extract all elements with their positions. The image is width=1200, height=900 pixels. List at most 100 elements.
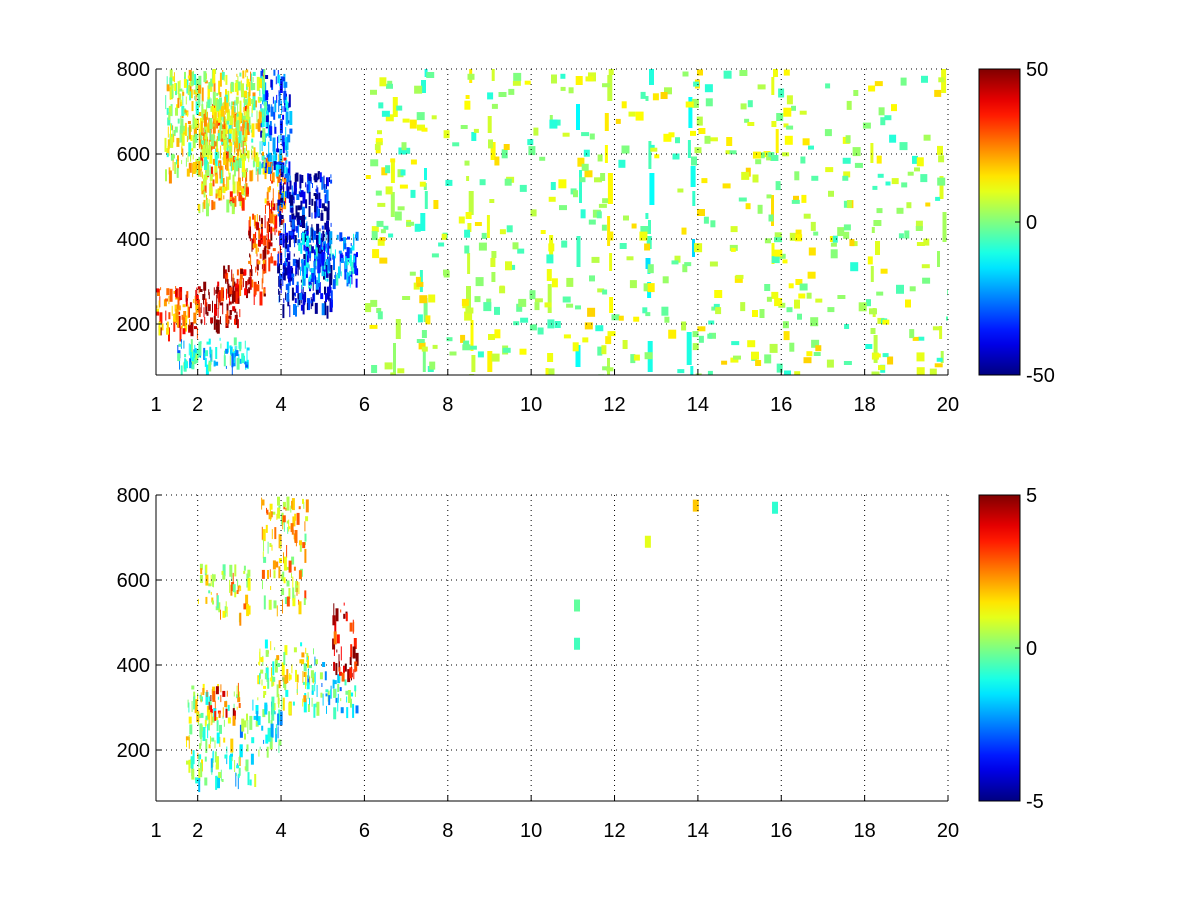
heatmap-cell (330, 685, 332, 699)
heatmap-cell (311, 685, 314, 695)
heatmap-cell (199, 289, 203, 292)
heatmap-cell (222, 574, 226, 580)
heatmap-cell (321, 209, 323, 214)
heatmap-cell (502, 347, 511, 353)
heatmap-cell (243, 570, 246, 574)
heatmap-cell (326, 243, 327, 253)
heatmap-cell (477, 351, 484, 358)
heatmap-cell (329, 273, 333, 286)
heatmap-cell (560, 73, 566, 79)
heatmap-cell (207, 723, 210, 731)
heatmap-cell (404, 147, 411, 154)
heatmap-cell (262, 167, 265, 175)
heatmap-cell (202, 144, 206, 157)
heatmap-cell (305, 231, 308, 238)
heatmap-cell (808, 145, 814, 150)
heatmap-cell (246, 150, 250, 159)
heatmap-cell (752, 310, 758, 317)
heatmap-cell (224, 96, 227, 110)
heatmap-cell (692, 331, 699, 338)
heatmap-cell (322, 662, 326, 667)
heatmap-cell (267, 110, 269, 115)
heatmap-cell (179, 327, 182, 342)
heatmap-cell (318, 199, 322, 208)
heatmap-cell (722, 183, 731, 189)
heatmap-cell (789, 342, 795, 352)
heatmap-cell (177, 315, 181, 328)
heatmap-cell (187, 304, 189, 319)
heatmap-cell (200, 169, 202, 178)
heatmap-cell (233, 351, 235, 364)
heatmap-cell (232, 572, 234, 585)
heatmap-cell (237, 579, 239, 587)
heatmap-cell (563, 334, 571, 339)
heatmap-cell (277, 74, 280, 84)
heatmap-cell (219, 302, 223, 306)
heatmap-cell (303, 244, 306, 251)
heatmap-cell (326, 177, 329, 187)
heatmap-stripe (465, 95, 470, 99)
heatmap-cell (697, 69, 703, 76)
heatmap-cell (205, 350, 208, 357)
heatmap-cell (205, 302, 208, 315)
heatmap-cell (891, 178, 899, 185)
heatmap-cell (212, 750, 214, 763)
heatmap-cell (216, 139, 218, 152)
heatmap-cell (252, 699, 254, 711)
heatmap-cell (285, 111, 289, 125)
heatmap-cell (253, 215, 256, 227)
heatmap-cell (266, 234, 268, 249)
heatmap-cell (313, 175, 317, 181)
heatmap-cell (233, 691, 235, 697)
heatmap-cell (335, 663, 338, 676)
heatmap-cell (878, 365, 885, 371)
y-tick-label: 600 (117, 570, 150, 592)
heatmap-cell (202, 727, 206, 741)
heatmap-cell (176, 288, 178, 296)
heatmap-cell (288, 526, 291, 530)
heatmap-cell (186, 79, 189, 94)
heatmap-cell (291, 498, 295, 511)
heatmap-cell (299, 542, 302, 552)
heatmap-cell (300, 242, 303, 254)
heatmap-cell (188, 142, 192, 157)
heatmap-cell (278, 91, 281, 106)
heatmap-cell (306, 184, 309, 191)
heatmap-cell (332, 638, 336, 650)
heatmap-cell (215, 148, 217, 152)
heatmap-cell (222, 564, 226, 577)
heatmap-cell (934, 89, 942, 97)
heatmap-cell (370, 299, 378, 307)
heatmap-cell (263, 235, 267, 246)
heatmap-cell (204, 178, 207, 193)
heatmap-cell (302, 286, 304, 299)
heatmap-cell (257, 716, 261, 726)
heatmap-cell (277, 199, 281, 206)
heatmap-cell (205, 739, 208, 753)
heatmap-cell (224, 273, 227, 279)
heatmap-cell (226, 288, 227, 300)
heatmap-cell (321, 233, 323, 242)
heatmap-cell (253, 150, 255, 157)
heatmap-cell (293, 187, 297, 192)
heatmap-cell (290, 523, 294, 533)
heatmap-cell (308, 206, 311, 217)
heatmap-cell (280, 81, 282, 90)
heatmap-cell (390, 372, 396, 375)
heatmap-cell (788, 283, 794, 289)
heatmap-cell (191, 768, 195, 780)
heatmap-cell (192, 162, 196, 174)
heatmap-speck (644, 535, 651, 548)
heatmap-cell (261, 499, 265, 506)
heatmap-cell (209, 129, 211, 141)
heatmap-stripe (491, 69, 495, 81)
heatmap-stripe (419, 270, 423, 292)
heatmap-cell (261, 497, 263, 510)
heatmap-cell (270, 518, 271, 521)
heatmap-cell (244, 733, 246, 740)
heatmap-cell (916, 157, 924, 167)
heatmap-cell (281, 588, 285, 596)
heatmap-cell (184, 354, 187, 357)
heatmap-cell (229, 115, 233, 125)
heatmap-cell (226, 690, 228, 697)
